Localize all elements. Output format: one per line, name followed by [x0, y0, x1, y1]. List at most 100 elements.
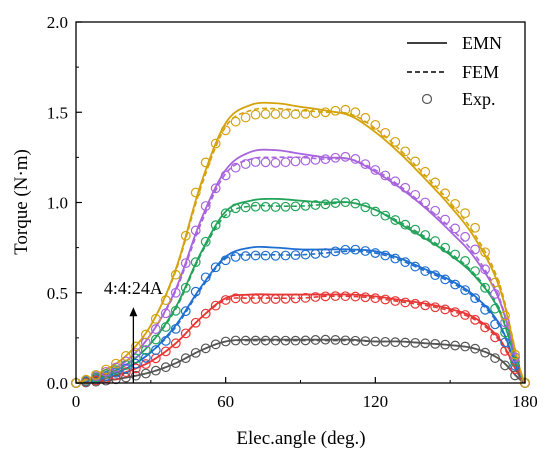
exp-point — [180, 258, 191, 269]
exp-point — [320, 248, 331, 258]
exp-point — [130, 370, 141, 381]
exp-point — [170, 358, 181, 369]
exp-point — [220, 170, 231, 181]
exp-point — [500, 317, 510, 328]
exp-point — [280, 201, 291, 212]
exp-point — [390, 136, 401, 147]
exp-point — [230, 251, 241, 262]
exp-point — [400, 146, 411, 157]
exp-point — [440, 339, 451, 350]
exp-point — [400, 182, 411, 193]
exp-point — [260, 201, 271, 212]
exp-point — [140, 337, 151, 348]
exp-point — [190, 187, 201, 198]
exp-point — [370, 206, 381, 217]
exp-point — [490, 353, 500, 363]
y-tick-label: 2.0 — [47, 13, 68, 32]
exp-point — [220, 255, 231, 266]
exp-point — [380, 250, 391, 261]
exp-point — [430, 205, 441, 216]
exp-point — [370, 336, 381, 347]
exp-point — [200, 343, 211, 354]
exp-point — [280, 109, 291, 119]
exp-point — [340, 104, 351, 115]
exp-point — [430, 236, 441, 246]
emn-line-4 — [75, 148, 526, 384]
annotation-arrowhead — [129, 307, 138, 317]
exp-point — [260, 335, 271, 346]
exp-point — [410, 337, 421, 348]
exp-point — [250, 294, 261, 304]
exp-point — [470, 314, 481, 325]
exp-point — [170, 305, 181, 316]
exp-point — [160, 322, 171, 332]
exp-point — [340, 291, 351, 302]
exp-point — [150, 313, 161, 324]
exp-point — [480, 282, 490, 293]
annotation-label: 4:4:24A — [104, 278, 163, 298]
exp-point — [440, 188, 451, 199]
exp-point — [300, 292, 311, 303]
exp-point — [490, 277, 500, 288]
fem-line-5 — [75, 107, 526, 384]
exp-point — [460, 208, 471, 219]
exp-point — [500, 360, 510, 371]
exp-point — [130, 348, 141, 358]
exp-point — [360, 336, 371, 347]
legend-exp-marker — [421, 93, 433, 105]
exp-point — [390, 215, 401, 225]
exp-point — [360, 202, 371, 213]
exp-point — [330, 291, 341, 302]
exp-point — [180, 230, 191, 241]
x-tick-label: 0 — [72, 392, 81, 411]
exp-point — [300, 335, 311, 346]
legend-fem-label: FEM — [462, 62, 499, 82]
exp-point — [260, 294, 271, 304]
exp-point — [350, 107, 361, 118]
exp-point — [230, 116, 241, 127]
fem-line-4 — [75, 156, 526, 384]
exp-point — [470, 343, 481, 354]
exp-point — [410, 298, 421, 309]
exp-point — [210, 183, 221, 194]
exp-point — [500, 310, 510, 321]
exp-point — [210, 138, 221, 149]
exp-point — [330, 198, 341, 208]
exp-point — [440, 214, 451, 225]
exp-point — [190, 317, 201, 328]
exp-point — [210, 220, 221, 231]
fem-line-2 — [75, 250, 526, 384]
exp-point — [81, 374, 91, 385]
exp-point — [310, 200, 321, 210]
exp-point — [270, 202, 281, 212]
exp-point — [250, 250, 261, 261]
exp-point — [420, 197, 431, 208]
exp-point — [410, 224, 421, 235]
exp-point — [380, 210, 391, 221]
exp-point — [320, 291, 331, 302]
exp-point — [390, 253, 401, 264]
exp-point — [350, 198, 361, 209]
exp-point — [460, 341, 471, 352]
exp-point — [320, 334, 331, 345]
exp-point — [220, 336, 231, 347]
exp-point — [380, 294, 391, 305]
exp-point — [330, 152, 341, 163]
exp-point — [370, 165, 381, 175]
exp-point — [480, 347, 490, 358]
exp-point — [420, 230, 431, 240]
exp-point — [170, 338, 181, 349]
exp-point — [91, 369, 101, 380]
exp-point — [180, 353, 191, 364]
exp-point — [350, 154, 361, 164]
exp-point — [240, 202, 251, 213]
exp-point — [130, 358, 141, 369]
exp-point — [430, 177, 441, 188]
exp-point — [370, 293, 381, 304]
exp-point — [140, 345, 151, 356]
exp-point — [290, 293, 301, 304]
exp-point — [500, 337, 510, 348]
exp-point — [150, 334, 161, 345]
exp-point — [360, 246, 371, 256]
exp-point — [270, 335, 281, 346]
